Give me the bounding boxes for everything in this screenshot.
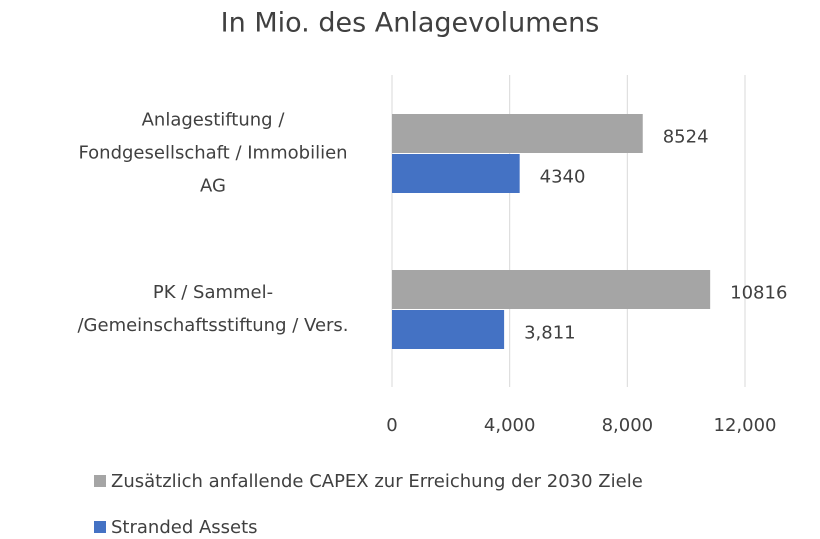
legend-swatch — [94, 475, 106, 487]
data-label: 3,811 — [524, 323, 576, 344]
legend-swatch — [94, 521, 106, 533]
data-label: 10816 — [730, 283, 787, 304]
bar — [392, 310, 505, 349]
x-tick-label: 12,000 — [714, 415, 777, 436]
data-label: 4340 — [540, 167, 586, 188]
bar — [392, 270, 711, 309]
bar — [392, 114, 643, 153]
x-tick-label: 0 — [386, 415, 397, 436]
legend-label: Zusätzlich anfallende CAPEX zur Erreichu… — [111, 471, 643, 492]
y-tick-label: Anlagestiftung / Fondgesellschaft / Immo… — [78, 109, 348, 197]
x-tick-label: 8,000 — [602, 415, 654, 436]
bar — [392, 154, 520, 193]
legend-label: Stranded Assets — [111, 517, 258, 538]
y-tick-label: PK / Sammel- /Gemeinschaftsstiftung / Ve… — [77, 282, 349, 336]
data-label: 8524 — [663, 127, 709, 148]
x-tick-label: 4,000 — [484, 415, 536, 436]
chart-title: In Mio. des Anlagevolumens — [221, 8, 600, 39]
